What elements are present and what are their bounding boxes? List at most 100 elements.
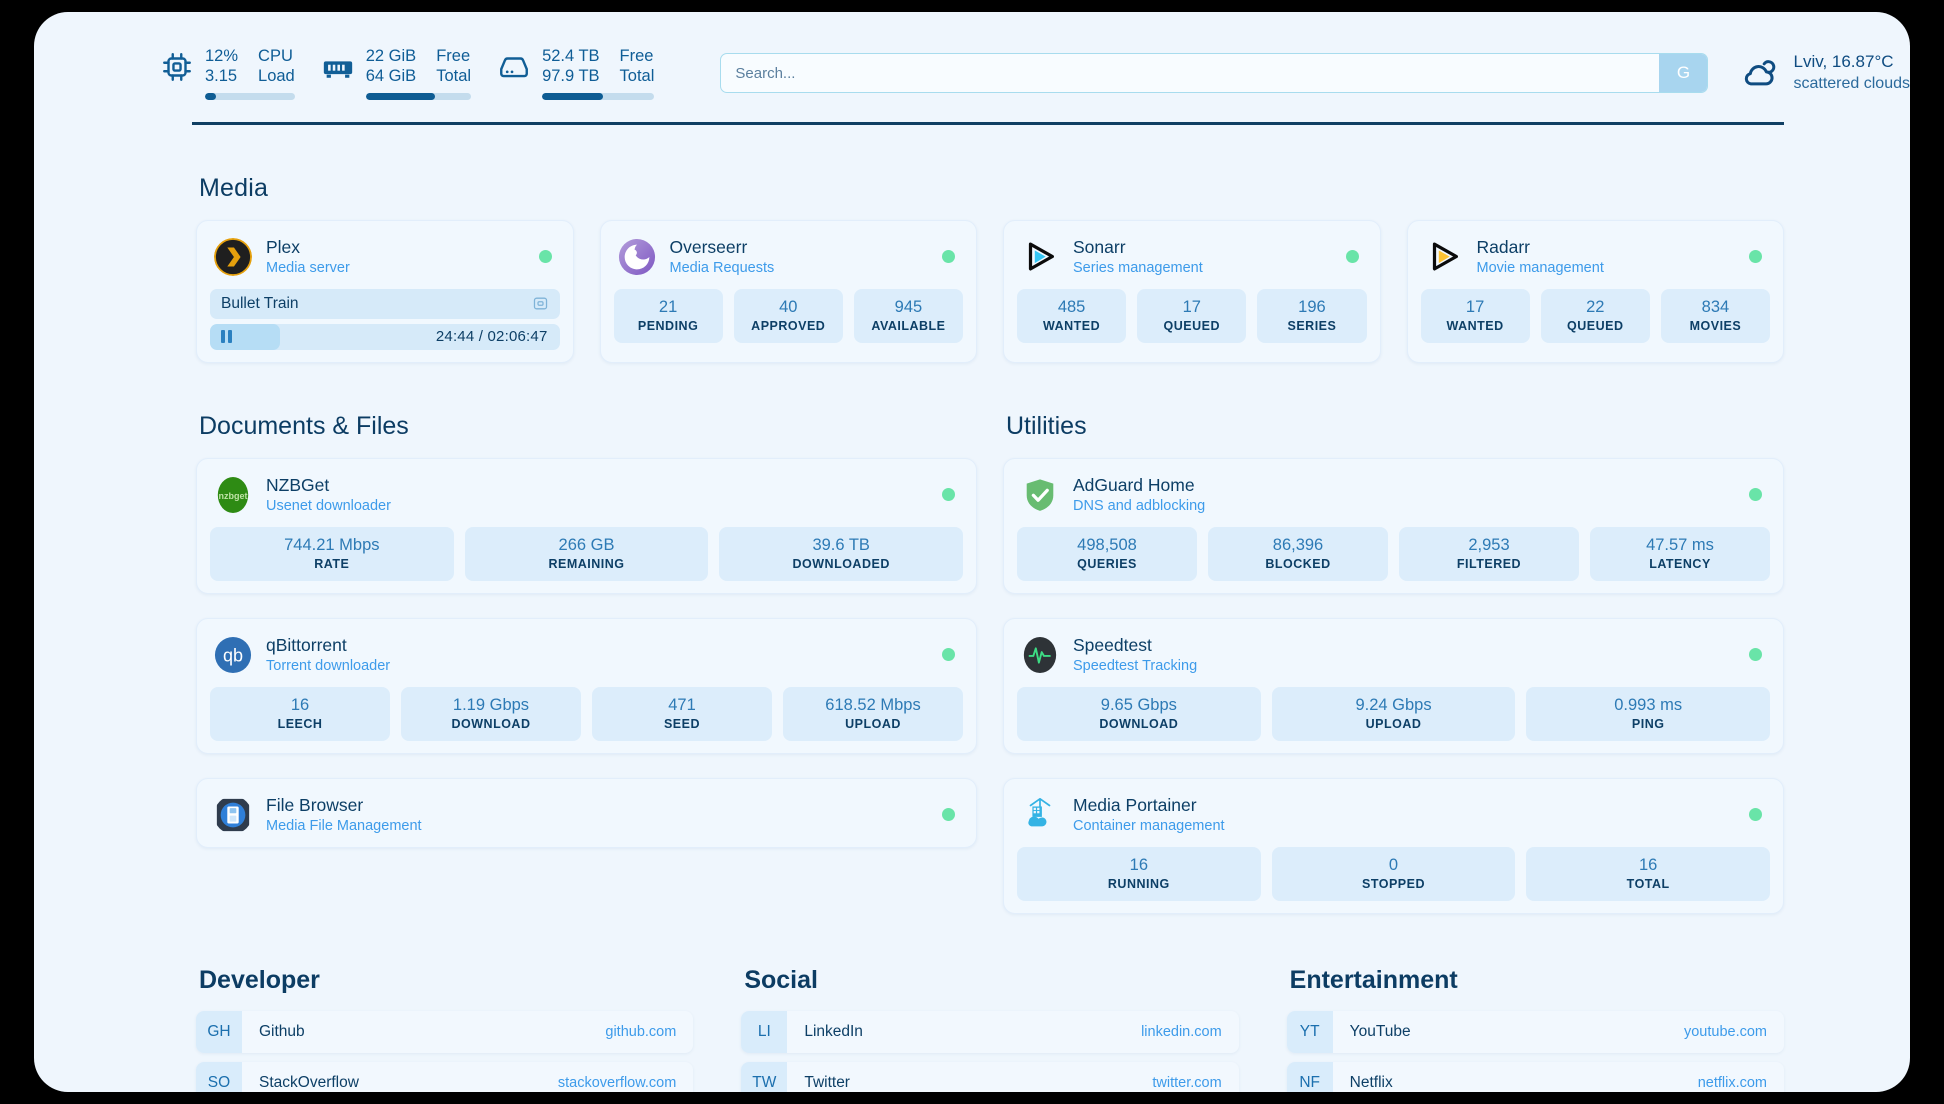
stat-chip[interactable]: 9.65 Gbps DOWNLOAD [1017, 686, 1261, 741]
status-indicator-dot [1749, 648, 1762, 661]
stat-chip[interactable]: 39.6 TB DOWNLOADED [719, 526, 964, 581]
service-card[interactable]: Plex Media server Bullet Train 24:44 / 02:0… [196, 219, 574, 363]
stat-chip-value: 16 [1639, 855, 1658, 874]
stat-chip[interactable]: 16 LEECH [210, 686, 390, 741]
service-description: Media server [266, 259, 350, 276]
stat-chip-value: 86,396 [1272, 535, 1324, 554]
stat-chip[interactable]: 40 APPROVED [733, 288, 843, 343]
bookmark-item[interactable]: GH Github github.com [196, 1010, 694, 1053]
stat-chip[interactable]: 47.57 ms LATENCY [1590, 526, 1770, 581]
service-card[interactable]: Media Portainer Container management 16 RUN… [1003, 777, 1784, 914]
stat-chip[interactable]: 834 MOVIES [1660, 288, 1771, 343]
bookmark-item[interactable]: SO StackOverflow stackoverflow.com [196, 1061, 694, 1092]
service-name: qBittorrent [266, 634, 347, 655]
media-portainer-logo-icon [1021, 796, 1059, 834]
service-card[interactable]: File Browser Media File Management [196, 777, 977, 848]
stat-chip-label: SERIES [1287, 318, 1337, 333]
header-divider [192, 122, 1784, 125]
service-card[interactable]: Overseerr Media Requests 21 PENDING 40 APPROV… [599, 219, 977, 363]
bookmark-group: Social LI LinkedIn linkedin.com TW Twitter twi… [741, 966, 1239, 1092]
playback-time: 24:44 / 02:06:47 [435, 328, 548, 345]
stat-chip[interactable]: 1.19 Gbps DOWNLOAD [401, 686, 581, 741]
service-name: Media Portainer [1073, 794, 1197, 815]
service-card-header: Radarr Movie management [1421, 234, 1771, 277]
service-card-header: Overseerr Media Requests [614, 234, 964, 277]
stat-chip-value: 39.6 TB [812, 535, 870, 554]
stat-chip[interactable]: 498,508 QUERIES [1017, 526, 1197, 581]
stat-chip[interactable]: 266 GB REMAINING [464, 526, 709, 581]
stat-chip[interactable]: 2,953 FILTERED [1399, 526, 1579, 581]
stat-chip[interactable]: 0.993 ms PING [1526, 686, 1771, 741]
bookmark-group: Developer GH Github github.com SO StackOverfl… [196, 966, 694, 1092]
status-indicator-dot [538, 250, 552, 263]
stat-usage-bar [205, 92, 295, 100]
search-box[interactable]: G [720, 53, 1709, 93]
service-card-header: Media Portainer Container management [1017, 792, 1770, 835]
stat-label-primary: CPU [258, 46, 293, 65]
disk-icon [497, 50, 531, 84]
stat-chip[interactable]: 16 TOTAL [1526, 846, 1771, 901]
service-stat-row: 17 WANTED 22 QUEUED 834 MOVIES [1420, 288, 1771, 343]
bookmark-item[interactable]: YT YouTube youtube.com [1286, 1010, 1784, 1053]
service-card[interactable]: Radarr Movie management 17 WANTED 22 QUEUED 83… [1406, 219, 1784, 363]
service-card[interactable]: qb qBittorrent Torrent downloader 16 LEECH 1.… [196, 617, 977, 754]
search-submit-button[interactable]: G [1659, 54, 1708, 92]
bookmark-item[interactable]: LI LinkedIn linkedin.com [741, 1010, 1239, 1053]
stat-chip[interactable]: 485 WANTED [1017, 288, 1127, 343]
stat-chip[interactable]: 16 RUNNING [1017, 846, 1261, 901]
bookmark-url: linkedin.com [1141, 1023, 1222, 1040]
stat-chip-label: LATENCY [1649, 556, 1711, 571]
bookmark-name: YouTube [1349, 1022, 1411, 1040]
service-name: NZBGet [266, 474, 330, 495]
bookmark-abbr: GH [196, 1010, 242, 1053]
stat-chip[interactable]: 22 QUEUED [1540, 288, 1650, 343]
stat-chip[interactable]: 744.21 Mbps RATE [210, 526, 454, 581]
services-columns: nzbget NZBGet Usenet downloader 744.21 Mbps… [196, 457, 1784, 914]
service-card[interactable]: AdGuard Home DNS and adblocking 498,508 QUE… [1003, 457, 1784, 594]
service-stat-row: 16 RUNNING 0 STOPPED 16 TOTAL [1017, 846, 1771, 901]
bookmark-abbr: NF [1286, 1061, 1333, 1092]
playback-progress-bar[interactable]: 24:44 / 02:06:47 [210, 323, 560, 350]
stat-chip[interactable]: 9.24 Gbps UPLOAD [1271, 686, 1516, 741]
now-playing-bar[interactable]: Bullet Train [210, 288, 560, 319]
status-indicator-dot [942, 488, 955, 501]
adguard-home-logo-icon [1021, 476, 1059, 514]
service-card[interactable]: Sonarr Series management 485 WANTED 17 QUEUED… [1003, 219, 1381, 363]
bookmark-item[interactable]: TW Twitter twitter.com [741, 1061, 1239, 1092]
stat-chip[interactable]: 21 PENDING [613, 288, 723, 343]
stat-chip[interactable]: 618.52 Mbps UPLOAD [783, 686, 963, 741]
stat-chip[interactable]: 196 SERIES [1257, 288, 1367, 343]
service-name: Plex [266, 236, 301, 257]
pause-icon[interactable] [221, 330, 232, 343]
service-card-header: nzbget NZBGet Usenet downloader [210, 472, 963, 515]
stat-label-primary: Free [436, 46, 471, 65]
bookmark-abbr: YT [1286, 1010, 1333, 1053]
weather-condition: scattered clouds [1793, 75, 1910, 92]
header-bar: 12% 3.15 CPU Load 22 GiB 64 GiB Free Total 52.4 … [34, 12, 1910, 104]
stat-chip-value: 0 [1388, 855, 1399, 874]
stat-chip[interactable]: 471 SEED [592, 686, 772, 741]
service-card[interactable]: Speedtest Speedtest Tracking 9.65 Gbps DOWN… [1003, 617, 1784, 754]
search-input[interactable] [721, 54, 1660, 92]
file-browser-logo-icon [214, 796, 252, 834]
stat-value-primary: 52.4 TB [542, 46, 600, 65]
stat-chip-label: LEECH [277, 716, 323, 731]
stat-chip[interactable]: 17 QUEUED [1137, 288, 1247, 343]
service-description: Usenet downloader [266, 497, 391, 514]
stat-label-secondary: Load [258, 66, 295, 85]
cast-icon[interactable] [532, 295, 549, 312]
stat-chip[interactable]: 0 STOPPED [1271, 846, 1516, 901]
bookmark-name: Netflix [1349, 1073, 1393, 1091]
stat-label-secondary: Total [436, 66, 472, 85]
stat-chip-value: 744.21 Mbps [284, 535, 380, 554]
stat-chip-value: 1.19 Gbps [452, 695, 530, 714]
stat-chip[interactable]: 86,396 BLOCKED [1208, 526, 1388, 581]
stat-chip-label: DOWNLOADED [792, 556, 890, 571]
bookmark-group: Entertainment YT YouTube youtube.com NF Netfl… [1286, 966, 1784, 1092]
stat-chip[interactable]: 945 AVAILABLE [853, 288, 964, 343]
service-card[interactable]: nzbget NZBGet Usenet downloader 744.21 Mbps… [196, 457, 977, 594]
system-stat-memory: 22 GiB 64 GiB Free Total [321, 46, 472, 100]
stat-chip-label: QUERIES [1077, 556, 1137, 571]
bookmark-item[interactable]: NF Netflix netflix.com [1286, 1061, 1784, 1092]
stat-chip[interactable]: 17 WANTED [1420, 288, 1530, 343]
